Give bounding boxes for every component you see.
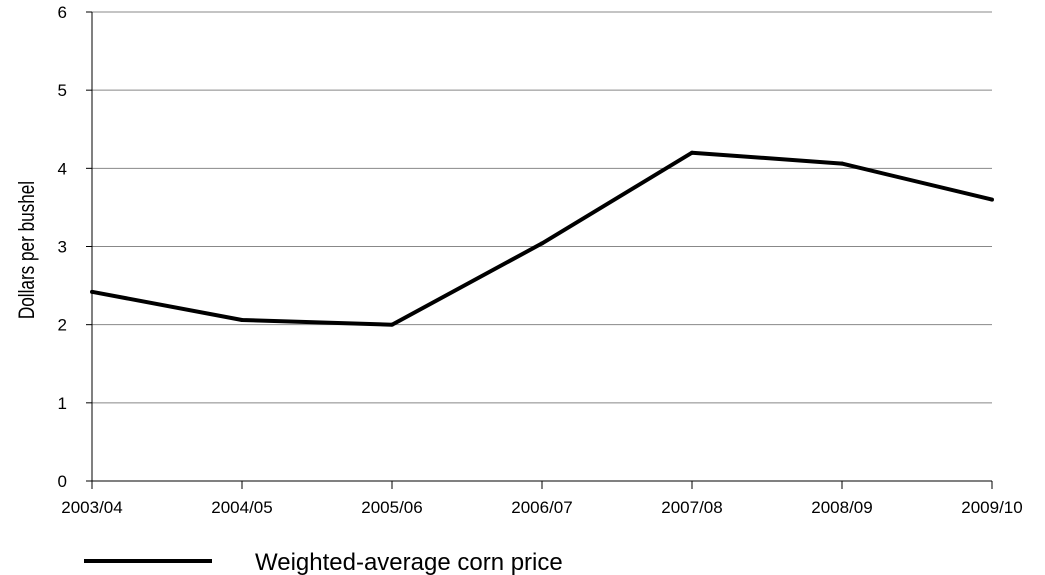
data-point [90, 289, 94, 294]
y-tick-label: 5 [58, 81, 67, 100]
y-tick-label: 1 [58, 394, 67, 413]
gridlines [92, 11, 992, 404]
legend-label: Weighted-average corn price [255, 549, 563, 575]
y-tick-label: 0 [58, 472, 67, 491]
y-tick-label: 2 [58, 316, 67, 335]
x-tick-label: 2006/07 [511, 498, 572, 517]
data-point [540, 241, 544, 246]
series-line [91, 150, 993, 327]
series-layer [90, 150, 994, 327]
x-tick-label: 2008/09 [811, 498, 872, 517]
x-tick-label: 2004/05 [211, 498, 272, 517]
data-point [690, 150, 694, 155]
x-tick-label: 2009/10 [961, 498, 1022, 517]
data-point [840, 161, 844, 166]
x-axis-ticks: 2003/04 2004/05 2005/06 2006/07 2007/08 2008/… [61, 481, 1023, 517]
y-tick-label: 6 [58, 3, 67, 22]
y-tick-label: 3 [58, 238, 67, 257]
legend: Weighted-average corn price [84, 549, 563, 575]
y-axis-title: Dollars per bushel [15, 181, 40, 319]
y-axis-ticks: 0 1 2 3 4 5 6 [58, 3, 92, 491]
y-tick-label: 4 [58, 159, 67, 178]
x-tick-label: 2007/08 [661, 498, 722, 517]
data-point [390, 322, 394, 327]
x-tick-label: 2005/06 [361, 498, 422, 517]
data-point [990, 197, 994, 202]
x-tick-label: 2003/04 [61, 498, 122, 517]
data-point [240, 317, 244, 322]
